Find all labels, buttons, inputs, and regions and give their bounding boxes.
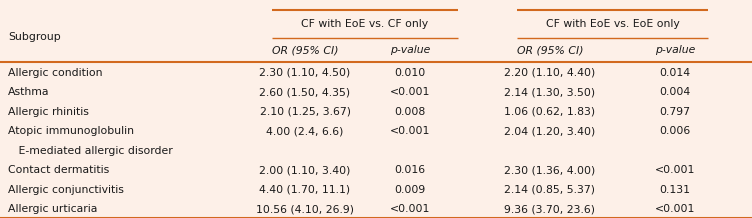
Text: Asthma: Asthma [8, 87, 50, 97]
Text: 0.014: 0.014 [660, 68, 690, 78]
Text: 2.20 (1.10, 4.40): 2.20 (1.10, 4.40) [505, 68, 596, 78]
Text: <0.001: <0.001 [390, 126, 430, 136]
Text: 2.30 (1.10, 4.50): 2.30 (1.10, 4.50) [259, 68, 350, 78]
Text: 0.010: 0.010 [394, 68, 426, 78]
Text: 10.56 (4.10, 26.9): 10.56 (4.10, 26.9) [256, 204, 354, 214]
Text: <0.001: <0.001 [655, 204, 695, 214]
Text: 2.00 (1.10, 3.40): 2.00 (1.10, 3.40) [259, 165, 350, 175]
Text: Allergic conjunctivitis: Allergic conjunctivitis [8, 185, 124, 195]
Text: 0.016: 0.016 [395, 165, 426, 175]
Text: Atopic immunoglobulin: Atopic immunoglobulin [8, 126, 134, 136]
Text: <0.001: <0.001 [390, 87, 430, 97]
Text: CF with EoE vs. CF only: CF with EoE vs. CF only [302, 19, 429, 29]
Text: 0.009: 0.009 [394, 185, 426, 195]
Text: Allergic urticaria: Allergic urticaria [8, 204, 97, 214]
Text: p-value: p-value [390, 45, 430, 55]
Text: Subgroup: Subgroup [8, 32, 61, 42]
Text: 2.60 (1.50, 4.35): 2.60 (1.50, 4.35) [259, 87, 350, 97]
Text: 2.14 (1.30, 3.50): 2.14 (1.30, 3.50) [505, 87, 596, 97]
Text: 4.00 (2.4, 6.6): 4.00 (2.4, 6.6) [266, 126, 344, 136]
Text: p-value: p-value [655, 45, 695, 55]
Text: Allergic rhinitis: Allergic rhinitis [8, 107, 89, 117]
Text: Contact dermatitis: Contact dermatitis [8, 165, 109, 175]
Text: 2.14 (0.85, 5.37): 2.14 (0.85, 5.37) [505, 185, 596, 195]
Text: OR (95% CI): OR (95% CI) [271, 45, 338, 55]
Text: E-mediated allergic disorder: E-mediated allergic disorder [8, 146, 173, 156]
Text: 0.131: 0.131 [660, 185, 690, 195]
Text: 0.006: 0.006 [660, 126, 690, 136]
Text: <0.001: <0.001 [390, 204, 430, 214]
Text: Allergic condition: Allergic condition [8, 68, 102, 78]
Text: OR (95% CI): OR (95% CI) [517, 45, 584, 55]
Text: 2.04 (1.20, 3.40): 2.04 (1.20, 3.40) [505, 126, 596, 136]
Text: CF with EoE vs. EoE only: CF with EoE vs. EoE only [546, 19, 679, 29]
Text: 9.36 (3.70, 23.6): 9.36 (3.70, 23.6) [505, 204, 596, 214]
Text: 0.008: 0.008 [394, 107, 426, 117]
Text: 1.06 (0.62, 1.83): 1.06 (0.62, 1.83) [505, 107, 596, 117]
Text: <0.001: <0.001 [655, 165, 695, 175]
Text: 2.10 (1.25, 3.67): 2.10 (1.25, 3.67) [259, 107, 350, 117]
Text: 0.797: 0.797 [660, 107, 690, 117]
Text: 0.004: 0.004 [660, 87, 690, 97]
Text: 2.30 (1.36, 4.00): 2.30 (1.36, 4.00) [505, 165, 596, 175]
Text: 4.40 (1.70, 11.1): 4.40 (1.70, 11.1) [259, 185, 350, 195]
